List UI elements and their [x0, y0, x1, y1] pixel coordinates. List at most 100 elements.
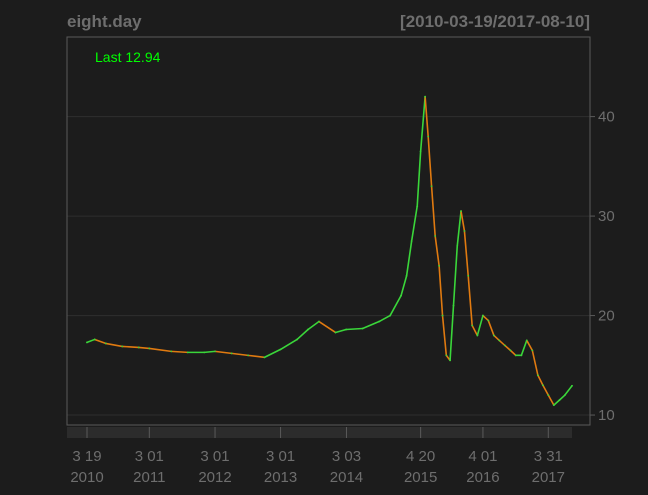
data-point-15: [307, 328, 309, 331]
data-point-9: [214, 350, 216, 353]
data-point-14: [296, 338, 298, 341]
series-segment-51: [525, 339, 534, 352]
data-point-44: [492, 334, 495, 337]
plot-frame: [66, 36, 591, 426]
series-segment-44: [487, 319, 495, 337]
data-point-50: [525, 339, 528, 342]
series-segment-16: [307, 320, 320, 331]
data-point-36: [456, 245, 459, 247]
series-segment-36: [452, 245, 459, 307]
data-point-28: [427, 135, 430, 138]
grid-lines: [67, 116, 590, 416]
data-point-40: [471, 324, 474, 327]
series-segment-13: [263, 348, 282, 359]
data-point-3: [121, 345, 124, 348]
data-point-22: [400, 294, 402, 297]
y-tick-label-40: 40: [598, 109, 615, 126]
data-point-12: [263, 356, 266, 359]
data-point-18: [345, 328, 348, 331]
series-segment-22: [389, 294, 402, 317]
chart-title: eight.day: [67, 12, 142, 31]
data-point-24: [410, 240, 413, 242]
data-point-30: [434, 235, 437, 237]
series-segment-3: [104, 342, 123, 348]
series-segment-31: [434, 235, 440, 267]
data-point-10: [230, 352, 233, 355]
data-point-42: [482, 314, 484, 317]
series-segment-15: [296, 328, 309, 341]
y-axis: 10 20 30 40: [590, 109, 615, 424]
x-tick-year-0: 2010: [70, 469, 103, 486]
data-point-45: [498, 339, 501, 342]
data-point-46: [503, 344, 506, 347]
series-segment-10: [214, 350, 233, 355]
data-point-2: [104, 342, 107, 345]
x-tick-day-3: 3 01: [266, 448, 295, 465]
series-segment-52: [531, 349, 539, 377]
data-point-34: [449, 359, 451, 362]
series-segment-55: [547, 394, 555, 406]
data-point-25: [416, 205, 419, 208]
series-segment-38: [460, 210, 466, 232]
series-segment-58: [564, 385, 573, 396]
series-segment-24: [405, 240, 413, 277]
data-point-56: [558, 399, 561, 402]
series-segment-43: [482, 314, 490, 322]
series-segment-7: [170, 350, 189, 354]
series-segment-50: [520, 339, 528, 357]
series-segment-27: [419, 95, 426, 153]
data-point-23: [405, 274, 408, 277]
series-segment-1: [86, 338, 96, 344]
data-point-26: [419, 150, 422, 153]
series-segment-14: [279, 338, 298, 351]
series-segment-41: [471, 324, 479, 337]
series-segment-46: [498, 339, 506, 347]
series-segment-2: [93, 338, 107, 345]
data-point-5: [148, 347, 151, 350]
x-tick-day-1: 3 01: [135, 448, 164, 465]
data-point-41: [476, 334, 479, 337]
series-segment-47: [504, 344, 512, 352]
date-range: [2010-03-19/2017-08-10]: [400, 12, 590, 31]
series-segment-35: [449, 304, 455, 362]
series-segment-42: [476, 314, 484, 337]
data-point-57: [563, 394, 566, 397]
data-point-1: [93, 338, 96, 341]
x-tick-year-2: 2012: [198, 469, 231, 486]
x-axis: 3 19 2010 3 01 2011 3 01 2012 3 01 2013 3 03 2014…: [70, 427, 565, 486]
data-point-32: [441, 314, 444, 317]
series-segment-28: [424, 95, 429, 138]
data-point-8: [203, 351, 206, 354]
data-point-47: [509, 349, 512, 352]
x-tick-day-7: 3 31: [534, 448, 563, 465]
x-tick-year-7: 2017: [532, 469, 565, 486]
data-point-54: [547, 394, 550, 397]
data-point-29: [430, 185, 433, 188]
data-point-39: [467, 274, 470, 277]
data-point-17: [334, 331, 337, 334]
series-segment-56: [553, 399, 561, 406]
data-point-55: [552, 404, 555, 407]
data-point-11: [247, 354, 249, 357]
data-point-31: [438, 264, 441, 267]
series-segment-30: [430, 185, 436, 237]
data-point-33: [445, 354, 448, 357]
series-segment-9: [203, 350, 216, 354]
series-segment-33: [441, 314, 448, 357]
x-tick-year-3: 2013: [264, 469, 297, 486]
series-segment-4: [121, 345, 140, 349]
x-tick-day-5: 4 20: [406, 448, 435, 465]
x-tick-day-6: 4 01: [468, 448, 497, 465]
series-segment-18: [334, 328, 347, 334]
data-point-13: [279, 348, 282, 351]
series-segment-29: [427, 135, 433, 188]
data-point-53: [542, 384, 544, 387]
x-tick-year-1: 2011: [133, 469, 165, 486]
last-value-label: Last 12.94: [95, 49, 161, 65]
series-segment-25: [410, 205, 419, 242]
series-segment-45: [493, 334, 501, 342]
series-segment-17: [318, 320, 337, 334]
series-segment-12: [247, 354, 266, 359]
